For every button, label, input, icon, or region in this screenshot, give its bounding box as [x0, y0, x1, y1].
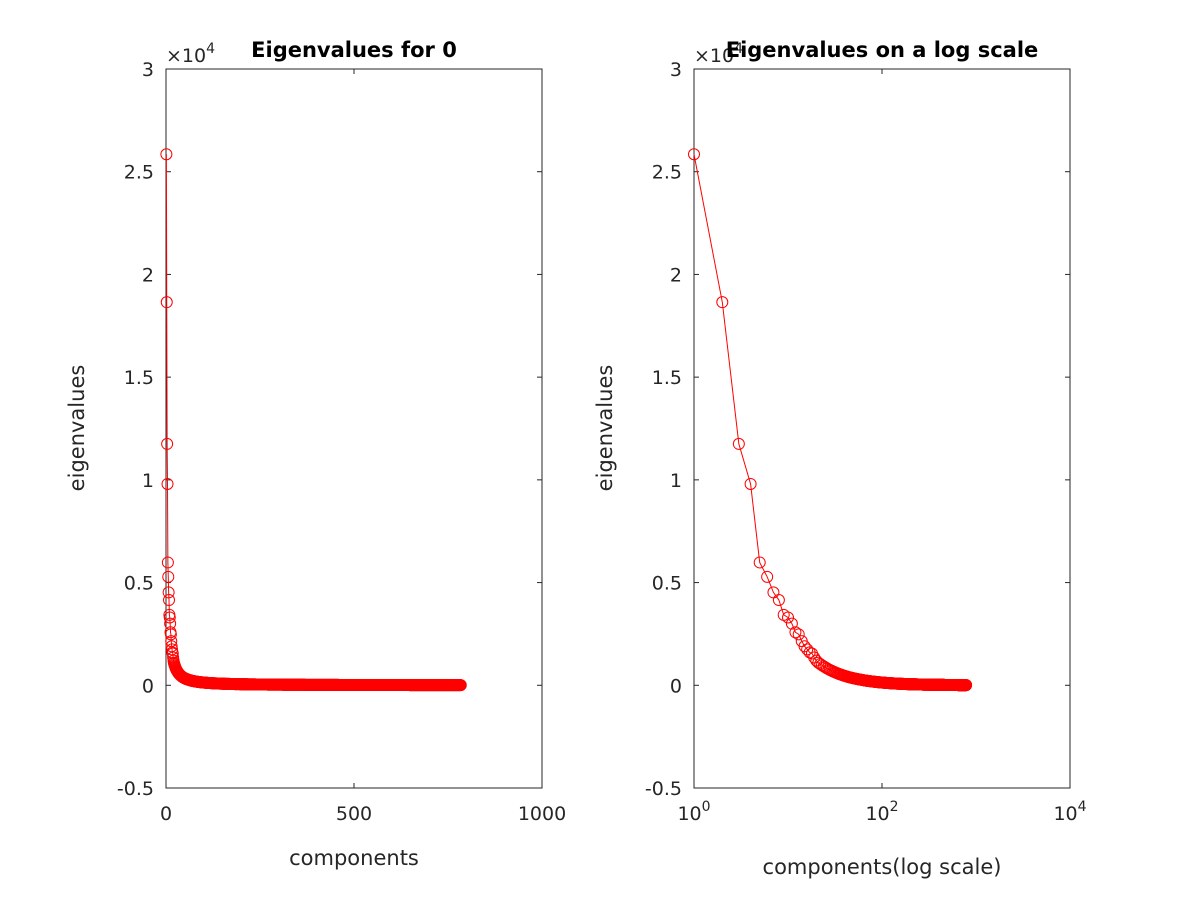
- data-point: [688, 148, 700, 161]
- y-tick-label: 3: [142, 59, 154, 81]
- data-point: [162, 570, 175, 583]
- data-point: [163, 594, 176, 607]
- left-x-ticks: 0 500 1000: [160, 69, 566, 825]
- data-point: [744, 477, 757, 490]
- y-tick-label: 0.5: [124, 573, 154, 595]
- data-point: [772, 594, 785, 607]
- data-point: [454, 679, 467, 692]
- right-y-axis-title: eigenvalues: [593, 365, 617, 492]
- y-tick-label: 0: [670, 675, 682, 697]
- x-tick-label: 102: [865, 799, 898, 825]
- y-tick-label: 2.5: [124, 162, 154, 184]
- data-point: [732, 437, 745, 450]
- data-point: [761, 570, 774, 583]
- data-point: [162, 586, 175, 599]
- data-point: [160, 296, 173, 309]
- x-tick-label: 100: [677, 799, 710, 825]
- y-tick-label: 0: [142, 675, 154, 697]
- data-point: [161, 477, 174, 490]
- y-tick-label: 2: [142, 264, 154, 286]
- data-point: [164, 628, 177, 641]
- y-tick-label: 1.5: [652, 367, 682, 389]
- y-tick-label: 0.5: [652, 573, 682, 595]
- right-x-axis-title: components(log scale): [763, 855, 1002, 879]
- x-tick-label: 0: [160, 803, 172, 825]
- right-series: [688, 148, 973, 692]
- left-series: [160, 148, 467, 692]
- data-point: [753, 556, 766, 569]
- y-tick-label: 3: [670, 59, 682, 81]
- left-y-exponent-label: ×104: [166, 41, 215, 67]
- right-y-ticks: -0.5 0 0.5 1 1.5 2 2.5 3: [645, 59, 1070, 800]
- data-point: [160, 148, 173, 161]
- series-line: [693, 154, 967, 686]
- right-plot-title: Eigenvalues on a log scale: [726, 38, 1039, 62]
- x-tick-label: 1000: [518, 803, 566, 825]
- data-point: [801, 643, 814, 656]
- y-tick-label: 1.5: [124, 367, 154, 389]
- data-point: [960, 679, 973, 692]
- data-point: [716, 296, 729, 309]
- left-axes: -0.5 0 0.5 1 1.5 2 2.5 3 0 500 1000 ×104 Eigenval…: [65, 38, 566, 870]
- right-y-exponent-label: ×104: [694, 41, 743, 67]
- left-y-ticks: -0.5 0 0.5 1 1.5 2 2.5 3: [117, 59, 542, 800]
- data-point: [163, 611, 176, 624]
- data-point: [792, 628, 805, 641]
- data-point: [789, 626, 802, 639]
- left-x-axis-title: components: [289, 846, 419, 870]
- y-tick-label: -0.5: [117, 778, 154, 800]
- y-tick-label: 2.5: [652, 162, 682, 184]
- data-point: [785, 617, 798, 630]
- y-tick-label: -0.5: [645, 778, 682, 800]
- y-tick-label: 2: [670, 264, 682, 286]
- left-plot-title: Eigenvalues for 0: [251, 38, 457, 62]
- y-tick-label: 1: [670, 470, 682, 492]
- x-tick-label: 104: [1053, 799, 1086, 825]
- data-point: [782, 611, 794, 624]
- right-x-ticks: 100 102 104: [677, 69, 1087, 825]
- x-tick-label: 500: [336, 803, 372, 825]
- series-line: [165, 154, 461, 686]
- left-y-axis-title: eigenvalues: [65, 365, 89, 492]
- data-point: [161, 556, 174, 569]
- data-point: [161, 437, 174, 450]
- right-axes: -0.5 0 0.5 1 1.5 2 2.5 3 100 102 104 ×104 Eigenva…: [593, 38, 1087, 879]
- y-tick-label: 1: [142, 470, 154, 492]
